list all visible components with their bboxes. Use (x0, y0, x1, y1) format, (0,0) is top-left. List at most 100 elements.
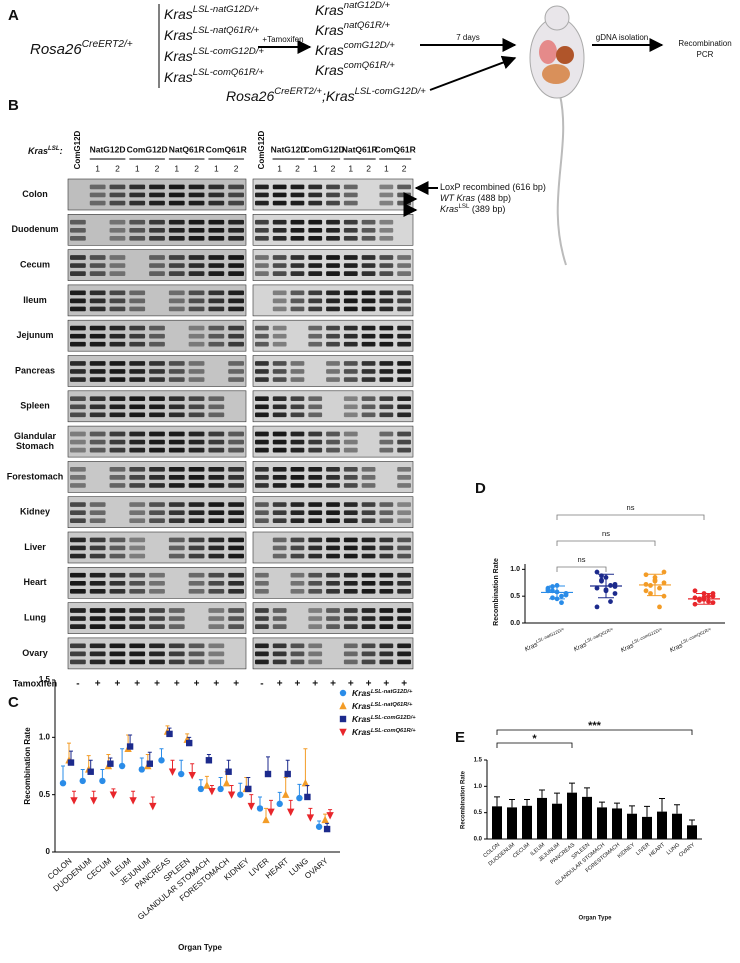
gel-band (188, 502, 205, 507)
gel-band (397, 192, 411, 198)
gel-band (308, 510, 323, 515)
point (608, 599, 613, 604)
legend-label: KrasLSL-natQ61R/+ (352, 701, 413, 711)
gel-band (129, 502, 146, 507)
gel-band (290, 227, 305, 233)
gel-band (308, 192, 323, 198)
gel-band (272, 624, 287, 629)
gel-band (397, 553, 411, 559)
gel-band (326, 290, 340, 296)
gel-band (188, 361, 205, 366)
gel-band (308, 608, 323, 613)
gel-band (343, 518, 358, 524)
gel-band (188, 545, 205, 551)
gel-band (89, 572, 106, 578)
gel-band (379, 325, 394, 331)
point (129, 797, 137, 805)
gel-band (149, 333, 165, 339)
gel-band (149, 263, 165, 268)
gel-band (379, 369, 394, 374)
gel-band (397, 298, 411, 304)
gel-band (208, 200, 225, 206)
gel-band (149, 608, 165, 613)
gel-band (149, 377, 165, 382)
gel-band (89, 431, 106, 437)
gel-band (89, 589, 106, 594)
bar (597, 807, 607, 839)
gel-band (149, 200, 165, 206)
point (599, 578, 604, 584)
gel-band (70, 431, 86, 437)
gel-band (326, 447, 340, 453)
gel-band (326, 431, 340, 437)
gel-band (308, 466, 323, 472)
gel-band (208, 184, 225, 190)
gel-band (379, 553, 394, 559)
gel-band (70, 219, 86, 225)
gel-band (109, 412, 126, 418)
tissue-label: Heart (23, 577, 46, 587)
gel-band (70, 537, 86, 543)
gel-band (361, 306, 376, 312)
replicate-label: 1 (277, 163, 282, 173)
gel-band (343, 325, 358, 331)
panel-label: E (455, 729, 465, 746)
gel-band (109, 545, 126, 551)
gel-band (361, 643, 376, 649)
gel-band (326, 271, 340, 276)
gel-band (255, 263, 269, 268)
gel-band (109, 306, 126, 312)
point (326, 812, 334, 820)
point (323, 825, 331, 833)
gel-band (343, 341, 358, 347)
gel-band (89, 510, 106, 515)
point (339, 689, 347, 697)
gel-band (109, 483, 126, 488)
gel-band (208, 651, 225, 657)
gel-band (228, 236, 244, 241)
gel-band (208, 624, 225, 629)
gel-band (70, 306, 86, 312)
point (339, 728, 347, 737)
gel-band (397, 325, 411, 331)
gel-band (343, 616, 358, 621)
gel-band (361, 404, 376, 410)
gel-band (379, 502, 394, 507)
gel-band (109, 439, 126, 445)
panel-label: C (8, 694, 19, 711)
genotype: KrasLSL-natQ61R/+ (164, 25, 260, 43)
point (643, 572, 649, 578)
gel-band (129, 447, 146, 453)
gel-band (70, 341, 86, 347)
gel-band (326, 475, 340, 480)
gel-band (89, 255, 106, 260)
bar (627, 813, 637, 839)
point (262, 815, 270, 824)
significance: *** (588, 720, 602, 732)
gel-band (129, 361, 146, 366)
step-label: gDNA isolation (596, 33, 648, 42)
gel-band (343, 475, 358, 480)
y-axis-label: Recombination Rate (23, 727, 32, 805)
gel-band (308, 624, 323, 629)
gel-band (326, 369, 340, 374)
legend-label-text: Kras (352, 714, 371, 724)
gel-band (208, 537, 225, 543)
point (661, 593, 667, 599)
x-tick-label: CECUM (512, 842, 532, 860)
gel-band (129, 616, 146, 621)
error-bar (554, 792, 560, 804)
gel-band (228, 545, 244, 551)
gel-band (308, 306, 323, 312)
gel-band (208, 466, 225, 472)
gel-band (89, 200, 106, 206)
gel-band (109, 608, 126, 613)
panel-label: B (8, 97, 19, 114)
gel-band (70, 589, 86, 594)
gel-band (361, 659, 376, 665)
band-label: KrasLSL (389 bp) (440, 203, 505, 214)
gel-band (109, 255, 126, 260)
gel-band (326, 624, 340, 629)
gel-band (326, 361, 340, 366)
